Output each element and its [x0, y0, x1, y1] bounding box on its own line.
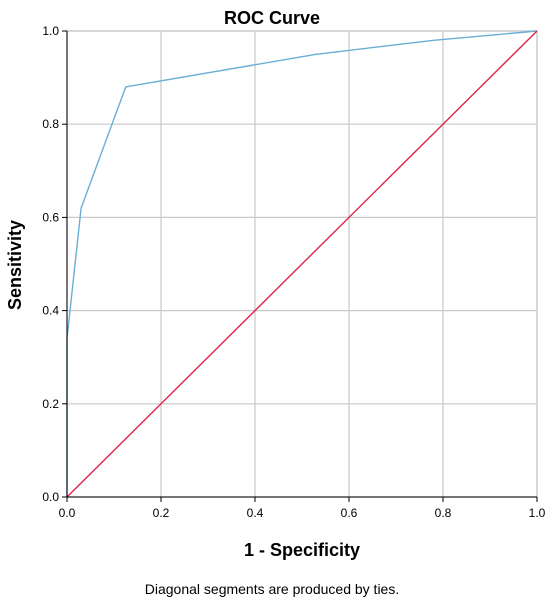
chart-title: ROC Curve [224, 8, 320, 28]
x-tick-label: 0.8 [435, 506, 452, 520]
reference-diagonal-line [66, 30, 538, 498]
x-axis-title: 1 - Specificity [244, 540, 360, 560]
x-tick-label: 0.0 [59, 506, 76, 520]
axis-layer [62, 30, 538, 502]
footnote: Diagonal segments are produced by ties. [145, 581, 399, 597]
y-axis-title: Sensitivity [5, 220, 25, 310]
x-tick-label: 0.6 [341, 506, 358, 520]
y-tick-label: 0.6 [42, 210, 59, 224]
y-tick-label: 0.2 [42, 397, 59, 411]
series-layer [66, 30, 538, 498]
x-tick-label: 0.4 [247, 506, 264, 520]
y-tick-label: 0.4 [42, 304, 59, 318]
y-tick-label: 1.0 [42, 24, 59, 38]
x-tick-label: 1.0 [529, 506, 546, 520]
y-tick-label: 0.8 [42, 117, 59, 131]
x-tick-label: 0.2 [153, 506, 170, 520]
y-tick-label: 0.0 [42, 490, 59, 504]
tick-layer: 0.0 0.2 0.4 0.6 0.8 1.0 0.0 0.2 0.4 0.6 0.8 1.0 [42, 24, 545, 520]
